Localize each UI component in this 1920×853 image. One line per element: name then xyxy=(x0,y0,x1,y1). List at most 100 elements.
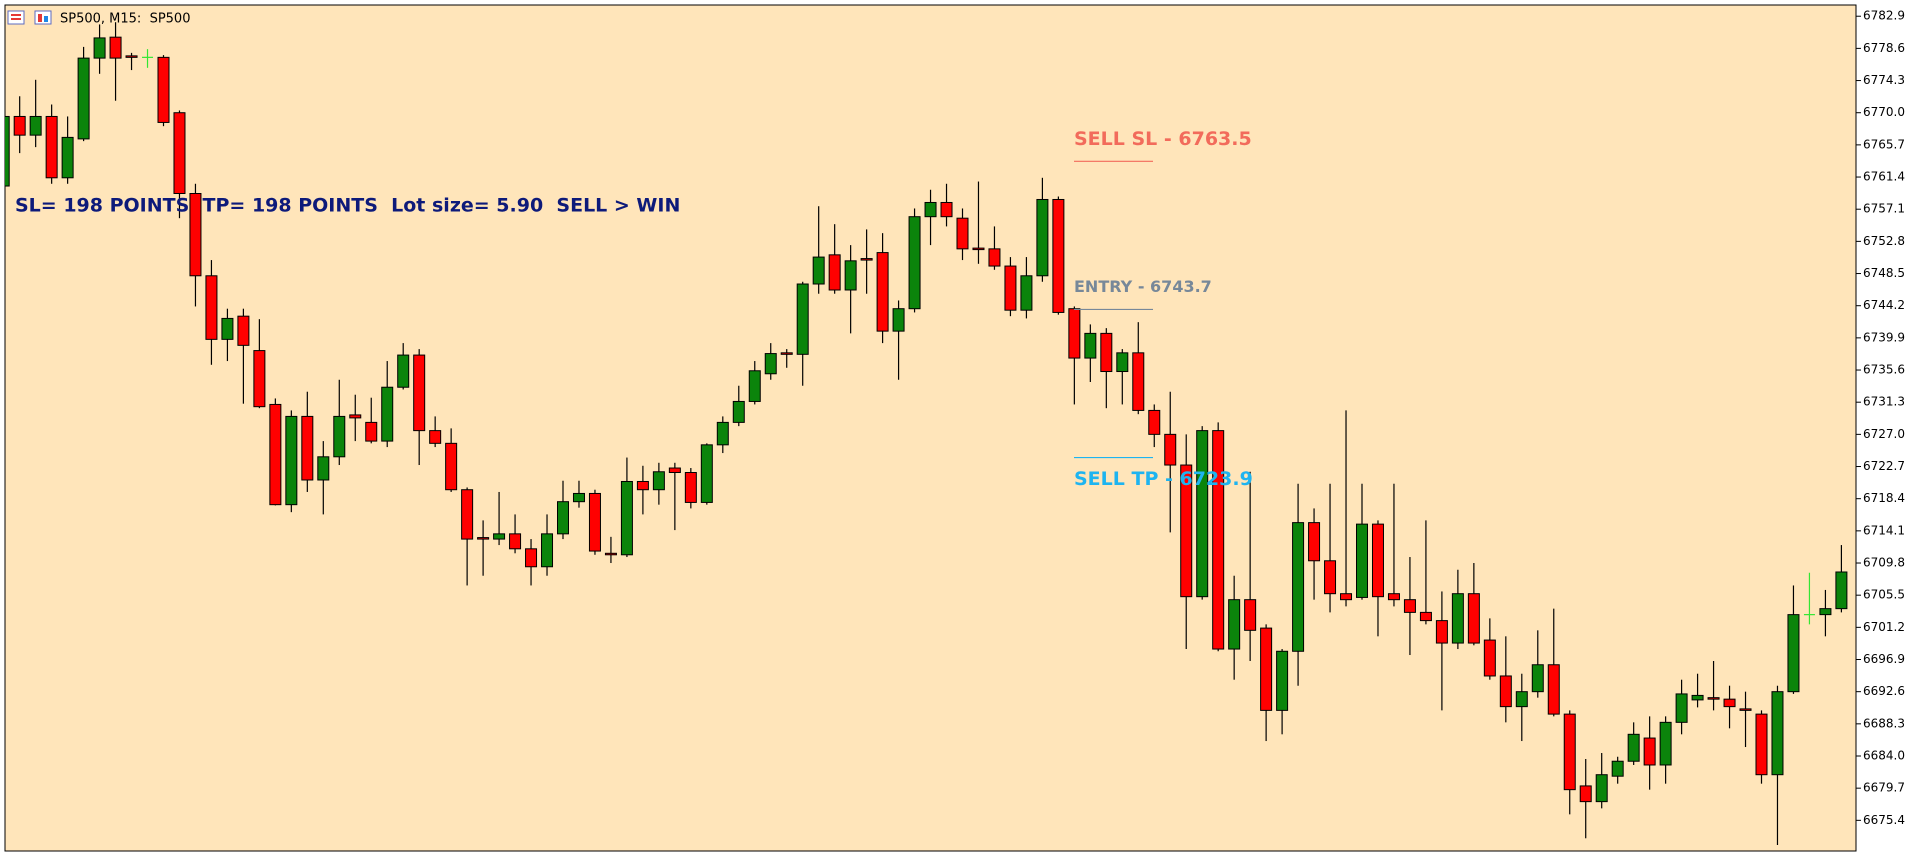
candle-body xyxy=(13,115,26,136)
candle-body xyxy=(61,136,74,179)
candle-body xyxy=(1675,693,1688,723)
y-tick-label: 6722.7 xyxy=(1863,459,1905,473)
y-tick-label: 6718.4 xyxy=(1863,491,1905,505)
y-tick-label: 6765.7 xyxy=(1863,137,1905,151)
y-tick-label: 6770.0 xyxy=(1863,105,1905,119)
candle-body xyxy=(1691,694,1704,701)
icon xyxy=(11,18,21,20)
candle-body xyxy=(525,548,538,568)
candle-body xyxy=(93,37,106,59)
candle-body xyxy=(29,115,42,136)
icon xyxy=(7,10,25,25)
y-tick-label: 6744.2 xyxy=(1863,298,1905,312)
candle-body xyxy=(189,192,202,277)
candle-body xyxy=(429,430,442,444)
candle-body xyxy=(1531,664,1544,693)
y-tick-label: 6684.0 xyxy=(1863,749,1905,763)
candle-body xyxy=(716,421,729,446)
candle-body xyxy=(940,201,953,218)
candle-body xyxy=(1116,352,1129,373)
candle-body xyxy=(285,415,298,506)
y-tick-label: 6714.1 xyxy=(1863,523,1905,537)
candle-body xyxy=(1579,785,1592,803)
candle-body xyxy=(1739,708,1752,711)
level-label: ENTRY - 6743.7 xyxy=(1074,277,1212,296)
candle-body xyxy=(1212,430,1225,650)
y-tick-label: 6679.7 xyxy=(1863,781,1905,795)
icon xyxy=(34,10,52,25)
candle-body xyxy=(1180,464,1193,598)
candle-body xyxy=(1148,409,1161,435)
candle-body xyxy=(1164,433,1177,466)
candle-body xyxy=(1340,593,1353,601)
y-tick-label: 6675.4 xyxy=(1863,813,1905,827)
candle-body xyxy=(796,283,809,355)
candle-body xyxy=(509,533,522,550)
candle-body xyxy=(477,537,490,540)
candle-body xyxy=(1371,523,1384,598)
candle-body xyxy=(1659,721,1672,766)
candle-body xyxy=(1387,593,1400,601)
candle-body xyxy=(1499,675,1512,708)
candle-body xyxy=(253,350,266,408)
candle-body xyxy=(125,55,138,58)
candle-body xyxy=(1228,599,1241,650)
candles xyxy=(5,22,1848,846)
icon xyxy=(44,16,48,22)
candle-body xyxy=(828,254,841,291)
candle-body xyxy=(1292,522,1305,652)
candle-body xyxy=(301,415,314,481)
y-tick-label: 6705.5 xyxy=(1863,588,1905,602)
candle-body xyxy=(1787,614,1800,693)
candle-body xyxy=(1020,275,1033,311)
candle-body xyxy=(1547,664,1560,715)
candle-body xyxy=(1052,198,1065,313)
candle-body xyxy=(1004,265,1017,311)
candle-body xyxy=(1771,691,1784,776)
candle-body xyxy=(365,421,378,442)
candle-body xyxy=(1324,560,1337,595)
y-tick-label: 6778.6 xyxy=(1863,41,1905,55)
y-tick-label: 6757.1 xyxy=(1863,202,1905,216)
candle-body xyxy=(1627,733,1640,762)
candle-body xyxy=(588,492,601,552)
candle-body xyxy=(1467,593,1480,644)
candle-body xyxy=(908,216,921,310)
candle-body xyxy=(493,533,506,540)
candle-body xyxy=(333,415,346,458)
candle-body xyxy=(780,352,793,355)
candle-body xyxy=(1835,571,1848,610)
icon xyxy=(38,14,42,22)
y-tick-label: 6688.3 xyxy=(1863,716,1905,730)
candle-body xyxy=(1068,308,1081,359)
candle-body xyxy=(381,386,394,442)
candle-body xyxy=(700,444,713,503)
candle-body xyxy=(1515,691,1528,708)
candle-body xyxy=(1611,760,1624,777)
candle-body xyxy=(317,456,330,481)
candle-body xyxy=(349,414,362,419)
candle-body xyxy=(1483,639,1496,677)
y-tick-label: 6761.4 xyxy=(1863,170,1905,184)
candle-body xyxy=(1308,522,1321,562)
candle-body xyxy=(1563,713,1576,791)
candle-body xyxy=(668,467,681,474)
y-tick-label: 6701.2 xyxy=(1863,620,1905,634)
y-tick-label: 6709.8 xyxy=(1863,556,1905,570)
chart-title: SP500, M15: SP500 xyxy=(60,12,190,27)
candle-body xyxy=(109,36,122,59)
candle-body xyxy=(205,275,218,340)
candle-body xyxy=(1356,523,1368,598)
candle-body xyxy=(1100,332,1113,373)
y-tick-label: 6731.3 xyxy=(1863,395,1905,409)
candle-body xyxy=(652,471,665,491)
candle-body xyxy=(77,57,90,140)
y-tick-label: 6727.0 xyxy=(1863,427,1905,441)
candle-body xyxy=(1132,352,1145,411)
candle-body xyxy=(636,480,649,491)
candle-body xyxy=(45,115,58,179)
y-tick-label: 6696.9 xyxy=(1863,652,1905,666)
candle-body xyxy=(1595,774,1608,803)
